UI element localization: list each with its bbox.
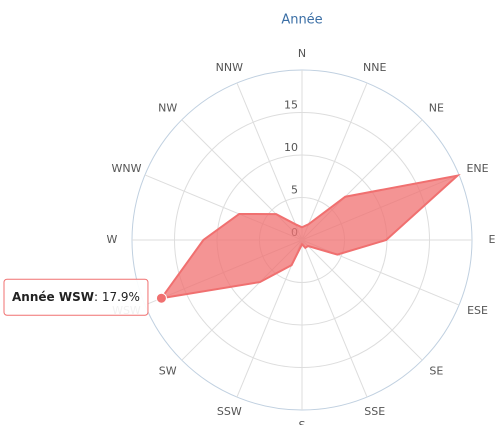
tooltip-series: Année: [12, 290, 55, 304]
tooltip-text: Année WSW: 17.9%: [12, 290, 140, 304]
category-label: ENE: [466, 162, 488, 175]
category-label: S: [299, 419, 306, 425]
category-label: E: [489, 233, 496, 246]
chart-title: Année: [281, 13, 322, 28]
tooltip: Année WSW: 17.9%: [3, 278, 149, 316]
spoke: [301, 239, 368, 398]
category-label: NNW: [216, 61, 243, 74]
category-label: NE: [429, 101, 444, 114]
y-tick-label: 10: [284, 141, 298, 154]
category-label: NW: [158, 101, 177, 114]
tooltip-value: 17.9%: [102, 290, 140, 304]
spoke: [301, 239, 423, 361]
category-label: N: [298, 47, 306, 60]
category-label: SW: [159, 365, 177, 378]
category-label: WNW: [111, 162, 141, 175]
category-label: SSW: [217, 405, 242, 418]
tooltip-box: [3, 278, 149, 316]
y-tick-label: 15: [284, 99, 298, 112]
series-area: [159, 173, 461, 300]
category-label: SE: [429, 365, 443, 378]
spoke: [301, 82, 368, 241]
category-label: NNE: [363, 61, 386, 74]
category-label: ESE: [467, 304, 488, 317]
tooltip-sep: :: [94, 290, 102, 304]
hover-point: [155, 292, 167, 304]
spoke: [236, 82, 303, 241]
y-tick-label: 5: [291, 184, 298, 197]
category-label: W: [107, 233, 118, 246]
category-label: SSE: [364, 405, 385, 418]
tooltip-category: WSW: [59, 290, 94, 304]
